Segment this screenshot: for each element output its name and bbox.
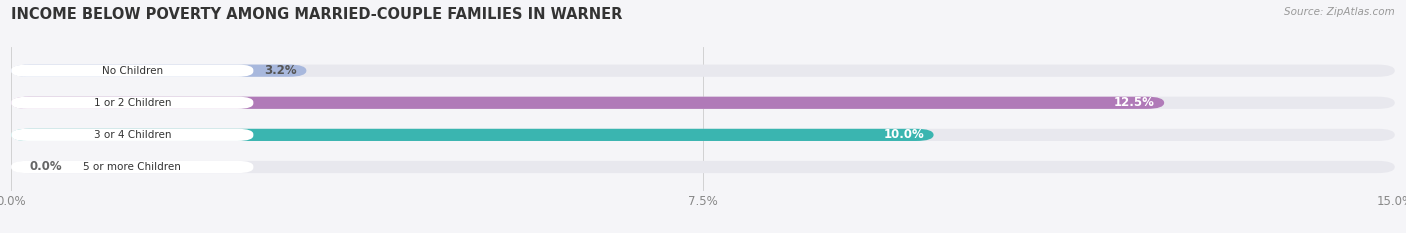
FancyBboxPatch shape <box>11 65 253 77</box>
Text: 12.5%: 12.5% <box>1114 96 1154 109</box>
FancyBboxPatch shape <box>11 161 253 173</box>
Text: 3.2%: 3.2% <box>264 64 297 77</box>
FancyBboxPatch shape <box>11 97 253 109</box>
Text: INCOME BELOW POVERTY AMONG MARRIED-COUPLE FAMILIES IN WARNER: INCOME BELOW POVERTY AMONG MARRIED-COUPL… <box>11 7 623 22</box>
Text: 5 or more Children: 5 or more Children <box>83 162 181 172</box>
FancyBboxPatch shape <box>11 97 1164 109</box>
FancyBboxPatch shape <box>11 129 253 141</box>
Text: Source: ZipAtlas.com: Source: ZipAtlas.com <box>1284 7 1395 17</box>
FancyBboxPatch shape <box>11 129 934 141</box>
Text: 0.0%: 0.0% <box>30 161 62 174</box>
Text: 3 or 4 Children: 3 or 4 Children <box>94 130 172 140</box>
Text: 1 or 2 Children: 1 or 2 Children <box>94 98 172 108</box>
FancyBboxPatch shape <box>11 65 307 77</box>
Text: No Children: No Children <box>101 66 163 76</box>
FancyBboxPatch shape <box>11 65 1395 77</box>
FancyBboxPatch shape <box>11 129 1395 141</box>
FancyBboxPatch shape <box>11 97 1395 109</box>
FancyBboxPatch shape <box>11 161 1395 173</box>
Text: 10.0%: 10.0% <box>883 128 924 141</box>
